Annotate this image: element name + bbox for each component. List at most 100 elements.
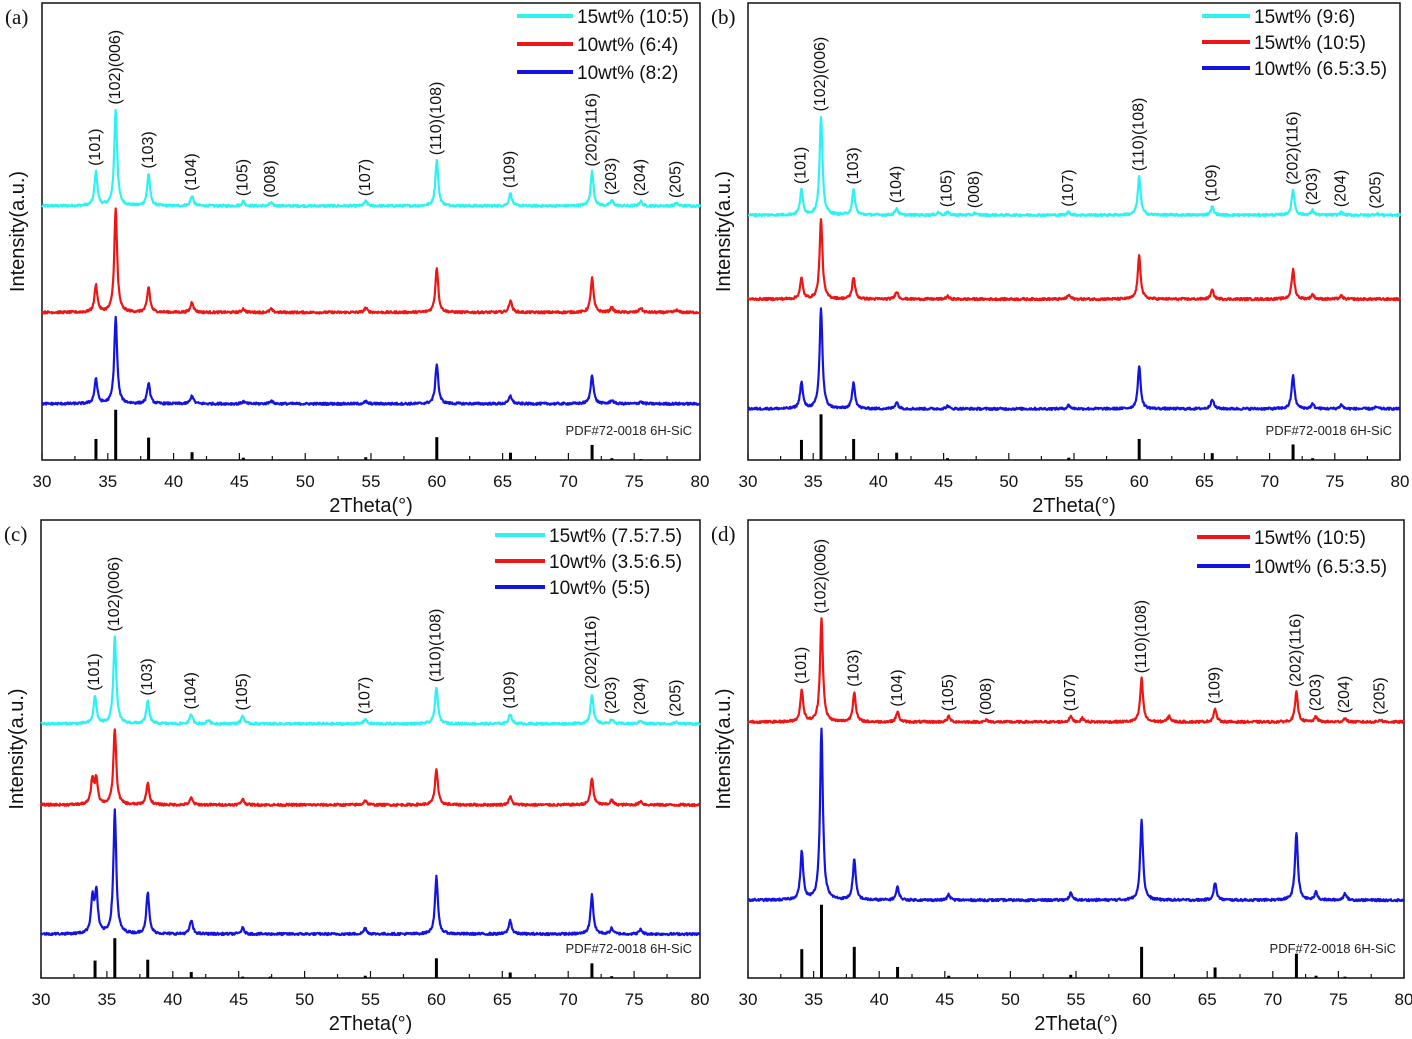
x-tick-label: 45 bbox=[935, 990, 954, 1009]
panel-a: 30 35 40 45 50 55 60 65 70 75 80 2Theta(°) Intensity… bbox=[5, 2, 710, 517]
peak-label: (109) bbox=[501, 671, 518, 708]
panel-label: (c) bbox=[4, 522, 27, 546]
peak-label: (102)(006) bbox=[106, 557, 123, 632]
peak-label: (105) bbox=[234, 673, 251, 710]
x-tick-label: 50 bbox=[296, 472, 315, 491]
x-tick-label: 35 bbox=[804, 472, 823, 491]
x-tick-label: 55 bbox=[1067, 990, 1086, 1009]
peak-label: (204) bbox=[632, 678, 649, 715]
x-tick-label: 65 bbox=[493, 990, 512, 1009]
x-tick-label: 35 bbox=[97, 990, 116, 1009]
series-line-3 bbox=[747, 307, 1401, 411]
peak-label: (202)(116) bbox=[1284, 111, 1301, 185]
peak-label: (203) bbox=[1307, 674, 1324, 711]
series-line-2 bbox=[39, 728, 701, 808]
plot-frame bbox=[747, 519, 1405, 979]
x-tick-label: 40 bbox=[869, 472, 888, 491]
peak-label: (204) bbox=[1336, 676, 1353, 713]
x-tick-label: 75 bbox=[625, 990, 644, 1009]
legend-entry: 10wt% (8:2) bbox=[577, 63, 678, 84]
peak-label: (107) bbox=[1062, 674, 1079, 711]
x-tick-label: 65 bbox=[493, 472, 512, 491]
x-tick-label: 30 bbox=[32, 990, 51, 1009]
peak-label: (104) bbox=[183, 153, 200, 190]
legend-entry: 10wt% (5:5) bbox=[549, 578, 650, 599]
legend: 15wt% (7.5:7.5) 10wt% (3.5:6.5) 10wt% (5:5… bbox=[495, 526, 682, 599]
legend: 15wt% (10:5) 10wt% (6:4) 10wt% (8:2) bbox=[517, 7, 689, 84]
x-tick-label: 30 bbox=[33, 472, 52, 491]
peak-label: (105) bbox=[939, 170, 956, 207]
peak-label: (102)(006) bbox=[107, 30, 124, 105]
y-axis-title: Intensity(a.u.) bbox=[713, 688, 735, 809]
legend-entry: 10wt% (6.5:3.5) bbox=[1254, 557, 1387, 578]
peak-label: (104) bbox=[183, 672, 200, 709]
legend-entry: 15wt% (10:5) bbox=[1254, 33, 1366, 54]
peak-label: (107) bbox=[1060, 169, 1077, 206]
peak-label: (203) bbox=[603, 158, 620, 195]
x-tick-label: 50 bbox=[295, 990, 314, 1009]
legend-entry: 15wt% (9:6) bbox=[1254, 7, 1355, 28]
peak-label: (202)(116) bbox=[1288, 614, 1305, 688]
legend-entry: 10wt% (6.5:3.5) bbox=[1254, 59, 1387, 80]
x-tick-label: 65 bbox=[1195, 472, 1214, 491]
peak-label: (105) bbox=[940, 674, 957, 711]
peak-label: (102)(006) bbox=[812, 37, 829, 112]
legend-entry: 10wt% (3.5:6.5) bbox=[549, 552, 682, 573]
x-tick-label: 40 bbox=[870, 990, 889, 1009]
peak-label: (102)(006) bbox=[813, 539, 830, 614]
peak-label: (008) bbox=[978, 678, 995, 715]
x-tick-label: 55 bbox=[362, 472, 381, 491]
peak-label: (204) bbox=[1333, 170, 1350, 207]
peak-label: (103) bbox=[845, 147, 862, 184]
x-axis-title: 2Theta(°) bbox=[1032, 495, 1116, 517]
x-tick-label: 75 bbox=[1329, 990, 1348, 1009]
peak-label: (103) bbox=[846, 650, 863, 687]
x-tick-label: 30 bbox=[739, 990, 758, 1009]
x-tick-label: 45 bbox=[934, 472, 953, 491]
series-line-1 bbox=[41, 108, 702, 209]
x-tick-label: 30 bbox=[739, 472, 758, 491]
x-tick-label: 60 bbox=[427, 472, 446, 491]
series-line-1 bbox=[747, 115, 1402, 218]
peak-label: (109) bbox=[1203, 164, 1220, 201]
peak-label: (203) bbox=[1304, 168, 1321, 205]
x-tick-label: 40 bbox=[164, 472, 183, 491]
x-tick-label: 60 bbox=[427, 990, 446, 1009]
x-tick-label: 70 bbox=[1260, 472, 1279, 491]
legend-entry: 15wt% (10:5) bbox=[1254, 528, 1366, 549]
x-tick-label: 70 bbox=[559, 990, 578, 1009]
series-line-2 bbox=[747, 727, 1406, 903]
x-tick-label: 65 bbox=[1198, 990, 1217, 1009]
x-tick-label: 55 bbox=[1065, 472, 1084, 491]
x-tick-label: 80 bbox=[1391, 472, 1410, 491]
peak-label: (203) bbox=[603, 677, 620, 714]
peak-label: (107) bbox=[357, 159, 374, 196]
peak-label: (202)(116) bbox=[583, 93, 600, 167]
peak-label: (101) bbox=[86, 653, 103, 690]
legend: 15wt% (10:5) 10wt% (6.5:3.5) bbox=[1197, 528, 1387, 578]
x-tick-label: 60 bbox=[1130, 472, 1149, 491]
peak-label: (104) bbox=[889, 669, 906, 706]
peak-label: (110)(108) bbox=[1130, 98, 1147, 172]
x-tick-label: 55 bbox=[361, 990, 380, 1009]
series-line-3 bbox=[39, 808, 701, 937]
peak-label: (110)(108) bbox=[428, 609, 445, 683]
x-axis-title: 2Theta(°) bbox=[329, 495, 413, 517]
panel-label: (a) bbox=[5, 5, 28, 29]
panel-label: (d) bbox=[711, 522, 736, 546]
peak-label: (110)(108) bbox=[1133, 600, 1150, 674]
x-tick-label: 40 bbox=[163, 990, 182, 1009]
reference-label: PDF#72-0018 6H-SiC bbox=[566, 941, 692, 956]
reference-label: PDF#72-0018 6H-SiC bbox=[1270, 941, 1396, 956]
peak-label: (204) bbox=[632, 159, 649, 196]
x-tick-label: 35 bbox=[98, 472, 117, 491]
peak-label: (205) bbox=[668, 161, 685, 198]
x-tick-label: 80 bbox=[691, 472, 710, 491]
peak-label: (008) bbox=[966, 171, 983, 208]
peak-label: (109) bbox=[502, 151, 519, 188]
peak-label: (104) bbox=[888, 166, 905, 203]
legend-entry: 15wt% (10:5) bbox=[577, 7, 689, 28]
peak-label: (205) bbox=[668, 680, 685, 717]
panel-label: (b) bbox=[711, 5, 736, 29]
